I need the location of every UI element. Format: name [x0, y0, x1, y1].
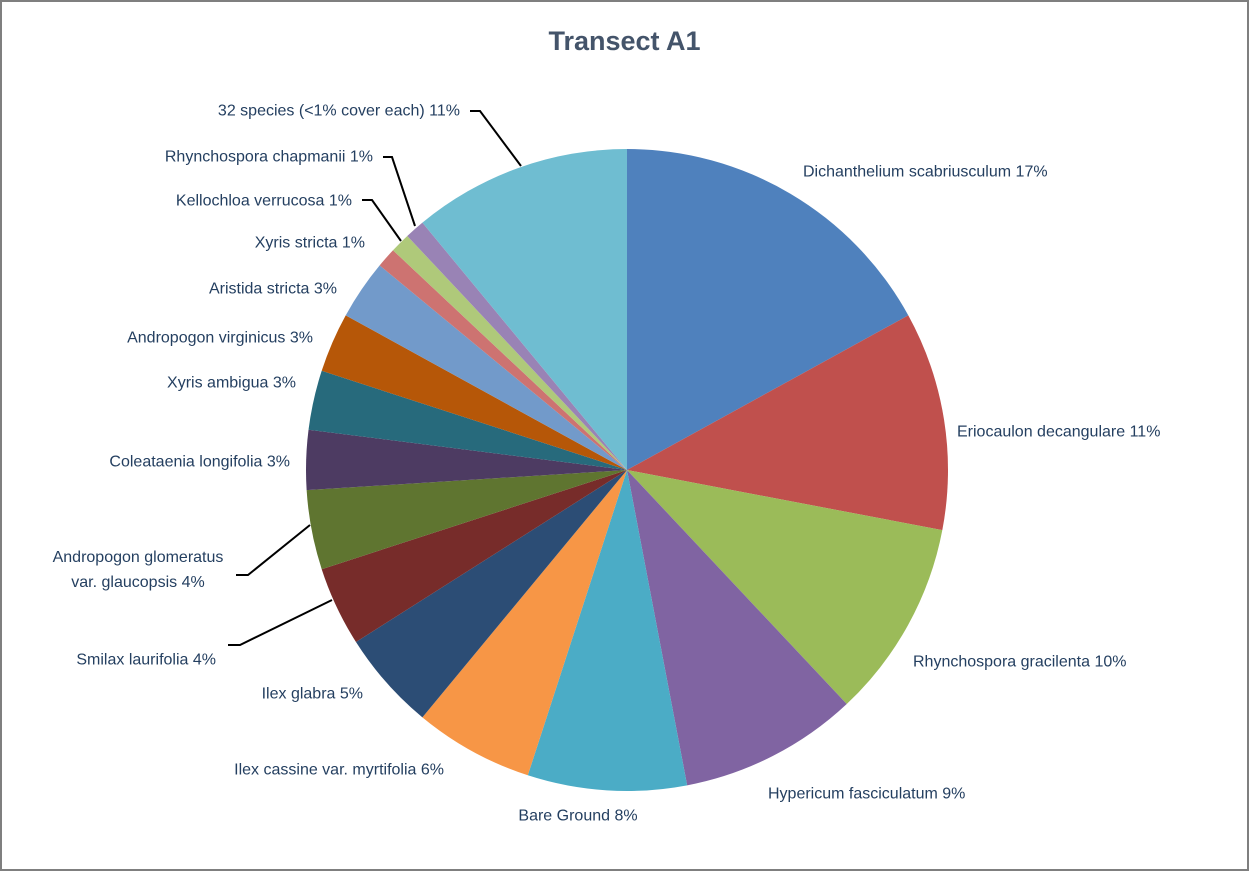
data-label: Ilex glabra 5%: [262, 682, 363, 707]
pie-slice: [627, 470, 943, 704]
label-name: Coleataenia longifolia: [109, 453, 263, 471]
data-label: Eriocaulon decangulare 11%: [957, 420, 1160, 445]
pie-slice: [345, 265, 627, 470]
label-name: Andropogon glomeratus var. glaucopsis: [52, 549, 224, 591]
pie-slice: [422, 470, 627, 776]
leader-line: [228, 599, 333, 646]
label-value: 8%: [614, 807, 638, 825]
data-label: Andropogon virginicus 3%: [127, 326, 313, 351]
pie-slice: [407, 222, 627, 470]
label-name: Hypericum fasciculatum: [768, 785, 938, 803]
label-name: Andropogon virginicus: [127, 329, 286, 347]
leader-line: [362, 199, 402, 242]
label-value: 11%: [429, 102, 460, 120]
label-name: Eriocaulon decangulare: [957, 423, 1126, 441]
pie-slice: [355, 470, 627, 718]
label-value: 1%: [341, 234, 365, 252]
data-label: Andropogon glomeratus var. glaucopsis 4%: [48, 545, 228, 595]
label-name: Xyris stricta: [254, 234, 338, 252]
pie-slice: [422, 149, 627, 470]
leader-line: [383, 156, 416, 227]
pie-slice: [308, 370, 627, 470]
label-value: 5%: [339, 685, 363, 703]
label-value: 1%: [349, 148, 373, 166]
label-name: Dichanthelium scabriusculum: [803, 163, 1012, 181]
label-value: 10%: [1094, 653, 1127, 671]
data-label: 32 species (<1% cover each) 11%: [218, 99, 460, 124]
data-label: Kellochloa verrucosa 1%: [176, 189, 352, 214]
pie-slice: [306, 429, 627, 491]
label-name: Kellochloa verrucosa: [175, 192, 325, 210]
pie-slice: [393, 236, 627, 470]
label-name: Rhynchospora chapmanii: [164, 148, 346, 166]
label-name: Ilex cassine var. myrtifolia: [234, 761, 417, 779]
data-label: Rhynchospora gracilenta 10%: [913, 650, 1126, 675]
label-name: Smilax laurifolia: [76, 651, 189, 669]
label-value: 17%: [1015, 163, 1048, 181]
label-value: 3%: [272, 374, 296, 392]
pie-slice: [379, 250, 627, 470]
label-value: 9%: [942, 785, 966, 803]
leader-line: [470, 110, 522, 167]
pie-slice: [627, 315, 948, 531]
label-value: 4%: [181, 574, 205, 591]
label-name: Aristida stricta: [208, 280, 310, 298]
data-label: Rhynchospora chapmanii 1%: [165, 145, 373, 170]
pie-slice: [527, 470, 688, 791]
data-label: Xyris ambigua 3%: [167, 371, 296, 396]
pie-slice: [321, 470, 627, 643]
pie-slice: [627, 149, 909, 470]
data-label: Bare Ground 8%: [518, 804, 637, 829]
label-value: 3%: [266, 453, 290, 471]
label-name: Ilex glabra: [261, 685, 336, 703]
label-value: 3%: [289, 329, 313, 347]
pie-slice: [306, 470, 627, 570]
data-label: Coleataenia longifolia 3%: [109, 450, 290, 475]
label-value: 11%: [1129, 423, 1161, 441]
label-value: 4%: [192, 651, 216, 669]
pie-slice: [321, 315, 627, 470]
label-name: Xyris ambigua: [167, 374, 269, 392]
label-value: 3%: [313, 280, 337, 298]
data-label: Xyris stricta 1%: [255, 231, 365, 256]
label-name: Rhynchospora gracilenta: [913, 653, 1090, 671]
chart-title: Transect A1: [548, 26, 701, 56]
leader-line: [236, 524, 311, 576]
data-label: Dichanthelium scabriusculum 17%: [803, 160, 1048, 185]
label-name: 32 species (<1% cover each): [217, 102, 425, 120]
data-label: Smilax laurifolia 4%: [76, 648, 216, 673]
data-label: Hypericum fasciculatum 9%: [768, 782, 965, 807]
data-label: Ilex cassine var. myrtifolia 6%: [234, 758, 444, 783]
pie-slice: [627, 470, 847, 786]
label-name: Bare Ground: [518, 807, 611, 825]
label-value: 6%: [420, 761, 444, 779]
label-value: 1%: [328, 192, 352, 210]
data-label: Aristida stricta 3%: [209, 277, 337, 302]
